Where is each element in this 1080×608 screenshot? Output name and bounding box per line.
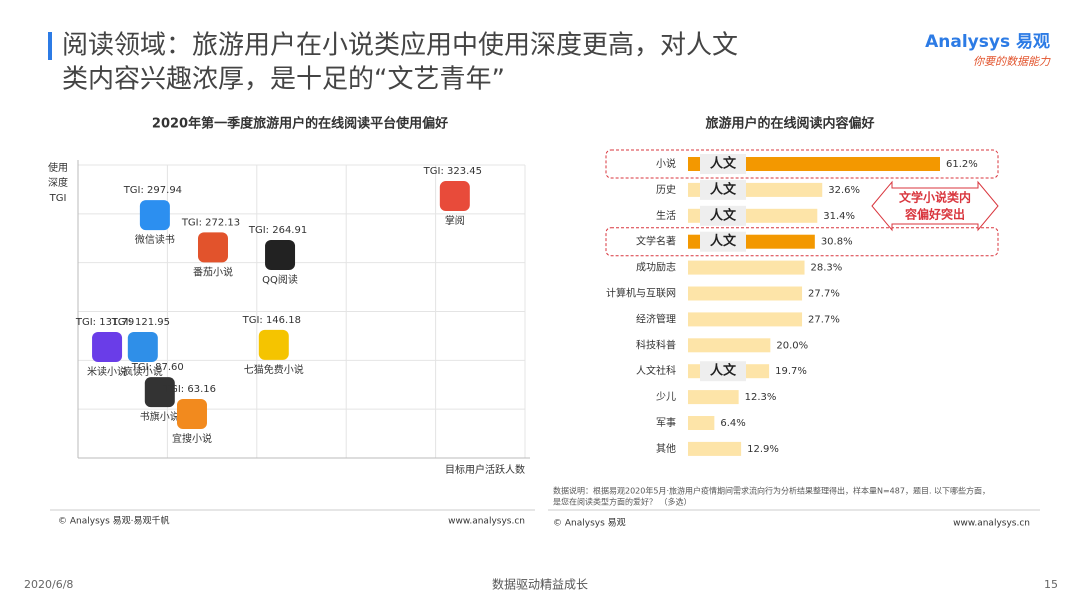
chart-title: 旅游用户的在线阅读内容偏好 — [705, 116, 874, 132]
value-label: 6.4% — [720, 418, 745, 429]
tgi-label: TGI: 87.60 — [131, 362, 184, 373]
note: 数据说明：根据易观2020年5月‧旅游用户疫情期间需求流向行为分析结果整理得出，… — [553, 486, 990, 496]
value-label: 30.8% — [821, 237, 853, 248]
note: 是您在阅读类型方面的爱好？ （多选） — [553, 497, 692, 507]
category-label: 其他 — [656, 442, 676, 455]
app-name: 疯读小说 — [123, 365, 163, 378]
tag: 人文 — [710, 233, 737, 249]
y-axis-label: TGI — [49, 193, 67, 204]
category-label: 军事 — [656, 416, 676, 429]
footer-slogan: 数据驱动精益成长 — [492, 577, 588, 592]
category-label: 科技科普 — [636, 338, 676, 351]
bar — [688, 260, 805, 275]
category-label: 少儿 — [656, 391, 676, 403]
tag-box — [700, 154, 746, 174]
url: www.analysys.cn — [953, 519, 1030, 529]
app-name: 掌阅 — [445, 214, 465, 227]
category-label: 文学名著 — [636, 235, 676, 248]
y-axis-label: 深度 — [48, 176, 68, 189]
slide-title: 阅读领域：旅游用户在小说类应用中使用深度更高，对人文 — [62, 31, 738, 61]
accent-bar — [48, 32, 52, 60]
tag: 人文 — [710, 363, 737, 379]
app-name: 微信读书 — [135, 233, 175, 246]
app-name: 宜搜小说 — [172, 432, 212, 445]
page-number: 15 — [1044, 578, 1058, 591]
bar — [688, 312, 803, 327]
logo-slogan: 你要的数据能力 — [973, 55, 1051, 68]
app-icon — [197, 232, 228, 263]
value-label: 31.4% — [823, 211, 855, 222]
app-icon — [92, 331, 123, 362]
tgi-label: TGI: 297.94 — [123, 185, 182, 196]
annotation: 文学小说类内 — [899, 190, 971, 205]
tgi-label: TGI: 63.16 — [163, 384, 216, 395]
category-label: 小说 — [656, 157, 676, 170]
app-icon — [127, 331, 158, 362]
url: www.analysys.cn — [448, 517, 525, 527]
bar — [688, 416, 715, 430]
category-label: 历史 — [656, 184, 676, 196]
bar — [688, 286, 803, 301]
annotation: 容偏好突出 — [904, 207, 965, 222]
app-icon — [258, 329, 289, 360]
source: © Analysys 易观 — [553, 518, 626, 529]
value-label: 28.3% — [811, 263, 843, 274]
footer-date: 2020/6/8 — [24, 578, 73, 591]
x-axis-label: 目标用户活跃人数 — [445, 463, 525, 476]
value-label: 61.2% — [946, 159, 978, 170]
app-icon — [439, 181, 470, 212]
app-name: 番茄小说 — [193, 265, 233, 278]
logo: Analysys 易观 — [925, 32, 1050, 52]
bar — [688, 338, 771, 353]
tag-box — [700, 179, 746, 200]
slide-title: 类内容兴趣浓厚，是十足的“文艺青年” — [62, 65, 505, 95]
tgi-label: TGI: 131.79 — [75, 317, 134, 328]
source: © Analysys 易观‧易观千帆 — [58, 515, 170, 527]
value-label: 12.9% — [747, 444, 779, 455]
category-label: 人文社科 — [636, 364, 676, 377]
value-label: 20.0% — [776, 340, 808, 351]
chart-title: 2020年第一季度旅游用户的在线阅读平台使用偏好 — [152, 116, 448, 132]
tag-box — [700, 205, 746, 226]
tgi-label: TGI: 146.18 — [242, 315, 301, 326]
tag: 人文 — [710, 156, 737, 172]
value-label: 27.7% — [808, 314, 840, 325]
category-label: 生活 — [656, 209, 676, 222]
tgi-label: TGI: 272.13 — [181, 217, 240, 228]
category-label: 计算机与互联网 — [606, 287, 676, 300]
callout — [871, 180, 999, 232]
tag-box — [700, 231, 746, 252]
value-label: 32.6% — [828, 185, 860, 196]
highlight-frame — [605, 149, 999, 179]
bar — [688, 390, 739, 405]
tgi-label: TGI: 121.95 — [111, 317, 170, 328]
tgi-label: TGI: 264.91 — [248, 225, 307, 236]
tag: 人文 — [710, 207, 737, 223]
highlight-frame — [605, 227, 999, 257]
app-name: 七猫免费小说 — [244, 363, 304, 376]
tag: 人文 — [710, 181, 737, 197]
app-name: QQ阅读 — [262, 273, 298, 286]
app-name: 米读小说 — [87, 365, 127, 378]
value-label: 12.3% — [745, 392, 777, 403]
bar — [688, 157, 940, 171]
tag-box — [700, 361, 746, 382]
bar — [688, 441, 742, 456]
value-label: 27.7% — [808, 289, 840, 300]
app-icon — [139, 200, 170, 231]
y-axis-label: 使用 — [48, 161, 68, 174]
app-name: 书旗小说 — [140, 410, 180, 423]
category-label: 成功励志 — [636, 261, 676, 274]
tgi-label: TGI: 323.45 — [423, 166, 482, 177]
app-icon — [265, 239, 296, 270]
app-icon — [176, 399, 207, 430]
value-label: 19.7% — [775, 366, 807, 377]
category-label: 经济管理 — [636, 312, 676, 325]
app-icon — [144, 377, 175, 408]
